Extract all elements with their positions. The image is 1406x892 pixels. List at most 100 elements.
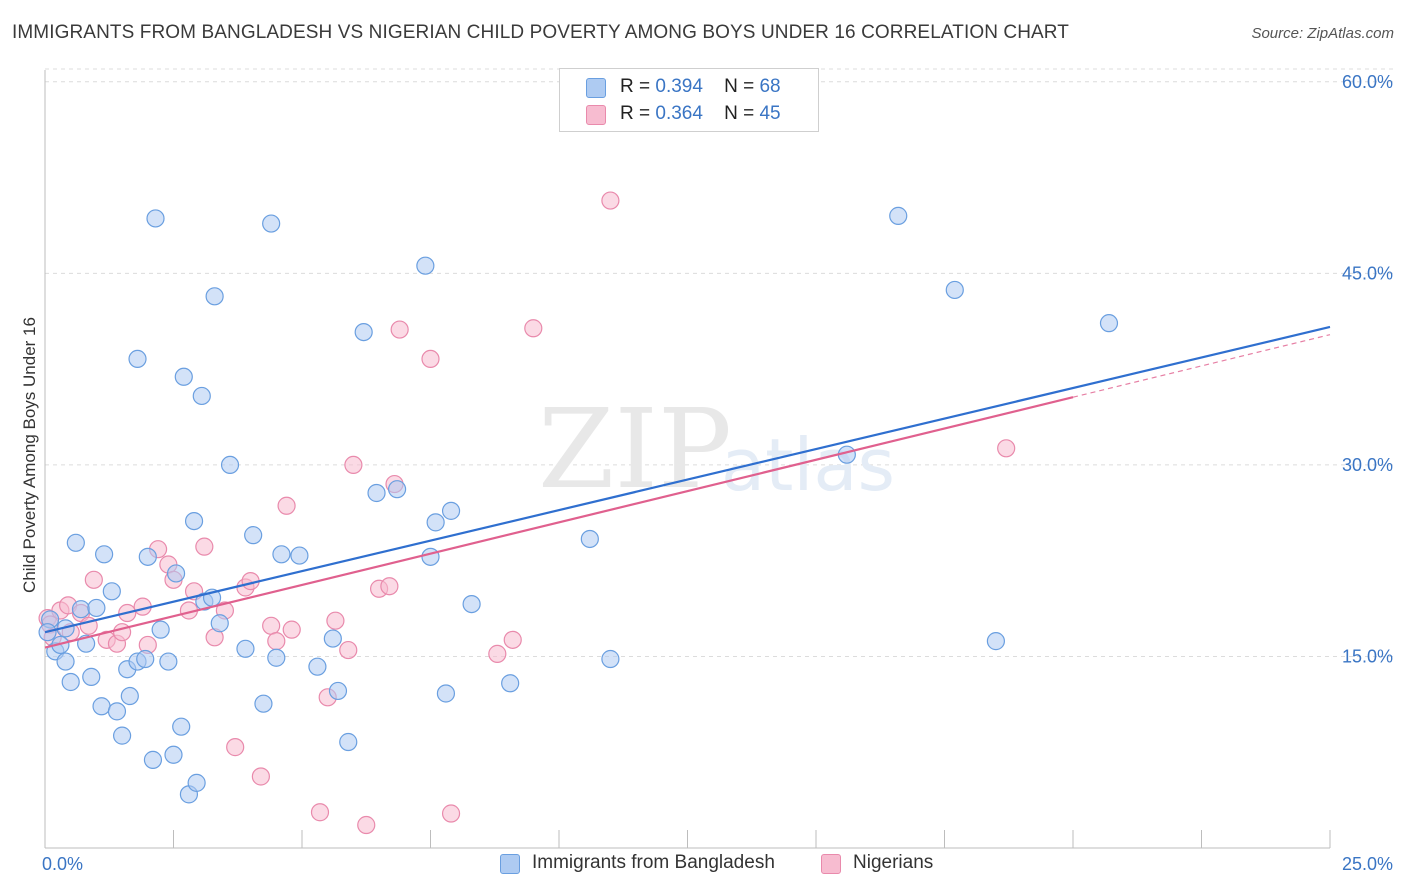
- bangladesh-point: [164, 745, 183, 764]
- tick-labels: 15.0% 30.0% 45.0% 60.0% 0.0% 25.0%: [42, 72, 1393, 874]
- bangladesh-point: [889, 206, 908, 225]
- y-tick-label: 45.0%: [1342, 263, 1393, 283]
- bangladesh-point: [107, 702, 127, 721]
- bangladesh-point: [184, 511, 204, 531]
- y-tick-label: 15.0%: [1342, 646, 1393, 666]
- source-label: Source: ZipAtlas.com: [1251, 25, 1394, 42]
- bangladesh-point: [426, 513, 445, 532]
- legend-r-label: R =: [620, 103, 651, 124]
- nigerians-point: [262, 616, 281, 635]
- nigerians-point: [344, 455, 363, 474]
- bangladesh-point: [87, 598, 106, 618]
- legend-r-value: 0.394: [655, 76, 703, 97]
- bangladesh-point: [367, 483, 386, 503]
- nigerians-point: [601, 191, 620, 210]
- bangladesh-point: [174, 367, 193, 386]
- bangladesh-point: [138, 547, 157, 566]
- bangladesh-point: [56, 652, 75, 671]
- y-tick-label: 60.0%: [1342, 72, 1393, 92]
- bottom-legend-label-nigerians: Nigerians: [853, 852, 934, 873]
- bangladesh-point: [210, 614, 229, 633]
- bangladesh-point: [172, 717, 191, 736]
- bangladesh-point: [290, 546, 309, 565]
- bangladesh-point: [82, 667, 101, 686]
- nigerians-point: [251, 767, 270, 786]
- bangladesh-point: [421, 547, 440, 566]
- nigerians-point: [195, 537, 214, 556]
- nigerians-point: [326, 611, 345, 630]
- bangladesh-point: [601, 649, 620, 669]
- series-bangladesh-points: [38, 206, 1119, 804]
- bangladesh-point: [95, 545, 114, 564]
- bangladesh-point: [436, 684, 456, 703]
- bangladesh-point: [272, 545, 291, 564]
- bangladesh-point: [328, 681, 348, 701]
- nigerians-point: [84, 570, 103, 589]
- y-axis-title: Child Poverty Among Boys Under 16: [20, 317, 39, 593]
- bangladesh-point: [102, 582, 121, 601]
- bangladesh-point: [501, 674, 520, 693]
- bangladesh-point: [151, 620, 170, 639]
- bangladesh-point: [1099, 314, 1119, 333]
- bangladesh-point: [112, 726, 132, 745]
- legend-n-value: 45: [759, 103, 781, 124]
- bottom-legend-swatch-nigerians: [821, 854, 841, 874]
- legend-r-value: 0.364: [655, 103, 703, 124]
- trend-line-nigerians: [44, 396, 1074, 649]
- legend-n-label: N =: [724, 76, 755, 97]
- bangladesh-point: [462, 594, 481, 614]
- bangladesh-point: [580, 529, 599, 549]
- bangladesh-point: [187, 773, 206, 792]
- bangladesh-point: [136, 649, 155, 669]
- stats-legend: R = 0.394 N = 68 R = 0.364 N = 45: [559, 68, 819, 132]
- bangladesh-point: [267, 648, 286, 667]
- bangladesh-point: [308, 657, 327, 676]
- nigerians-point: [441, 804, 461, 823]
- trend-line-nigerians-extension: [1072, 334, 1331, 398]
- nigerians-point: [524, 319, 543, 338]
- bangladesh-point: [986, 632, 1006, 651]
- bangladesh-point: [945, 280, 964, 300]
- bangladesh-point: [128, 349, 147, 369]
- bangladesh-point: [236, 639, 255, 658]
- bangladesh-point: [323, 629, 342, 648]
- nigerians-point: [997, 439, 1016, 458]
- chart-title: IMMIGRANTS FROM BANGLADESH VS NIGERIAN C…: [12, 22, 1069, 43]
- x-tick-label-max: 25.0%: [1342, 854, 1393, 874]
- nigerians-point: [277, 496, 296, 515]
- series-nigerians-points: [38, 191, 1016, 835]
- bottom-legend-label-bangladesh: Immigrants from Bangladesh: [532, 852, 775, 873]
- y-tick-label: 30.0%: [1342, 455, 1393, 475]
- legend-n-value: 68: [759, 76, 781, 97]
- grid-lines: [45, 68, 1395, 657]
- bangladesh-point: [416, 256, 435, 275]
- legend-n-label: N =: [724, 103, 755, 124]
- bangladesh-point: [441, 501, 461, 520]
- bangladesh-point: [166, 564, 186, 583]
- trend-line-bangladesh: [44, 325, 1331, 634]
- bangladesh-point: [262, 214, 281, 233]
- bangladesh-point: [354, 322, 373, 342]
- nigerians-point: [339, 640, 358, 660]
- bangladesh-point: [192, 386, 211, 406]
- bangladesh-point: [205, 287, 224, 306]
- bangladesh-point: [92, 697, 111, 716]
- nigerians-point: [267, 632, 286, 651]
- nigerians-point: [421, 349, 440, 369]
- nigerians-point: [282, 620, 301, 639]
- legend-swatch-bangladesh: [586, 78, 606, 98]
- nigerians-point: [357, 815, 376, 835]
- bangladesh-point: [339, 732, 358, 752]
- watermark-zip: ZIP: [538, 385, 732, 513]
- bangladesh-point: [71, 600, 91, 619]
- bangladesh-point: [146, 209, 165, 228]
- legend-swatch-nigerians: [586, 105, 606, 125]
- nigerians-point: [226, 738, 245, 757]
- axes: [44, 70, 1331, 849]
- trend-lines: [44, 325, 1331, 649]
- bangladesh-point: [254, 694, 273, 713]
- bangladesh-point: [66, 533, 85, 552]
- nigerians-point: [503, 630, 522, 649]
- bangladesh-point: [244, 526, 263, 545]
- bangladesh-point: [120, 686, 139, 706]
